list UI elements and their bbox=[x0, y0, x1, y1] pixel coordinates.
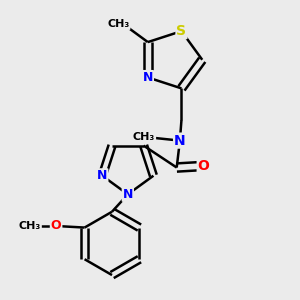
Text: O: O bbox=[198, 159, 210, 173]
Text: CH₃: CH₃ bbox=[133, 132, 155, 142]
Text: O: O bbox=[51, 220, 62, 232]
Text: CH₃: CH₃ bbox=[107, 19, 130, 29]
Text: CH₃: CH₃ bbox=[19, 221, 41, 231]
Text: N: N bbox=[142, 71, 153, 84]
Text: S: S bbox=[176, 24, 187, 38]
Text: N: N bbox=[174, 134, 186, 148]
Text: N: N bbox=[123, 188, 133, 201]
Text: N: N bbox=[97, 169, 107, 182]
